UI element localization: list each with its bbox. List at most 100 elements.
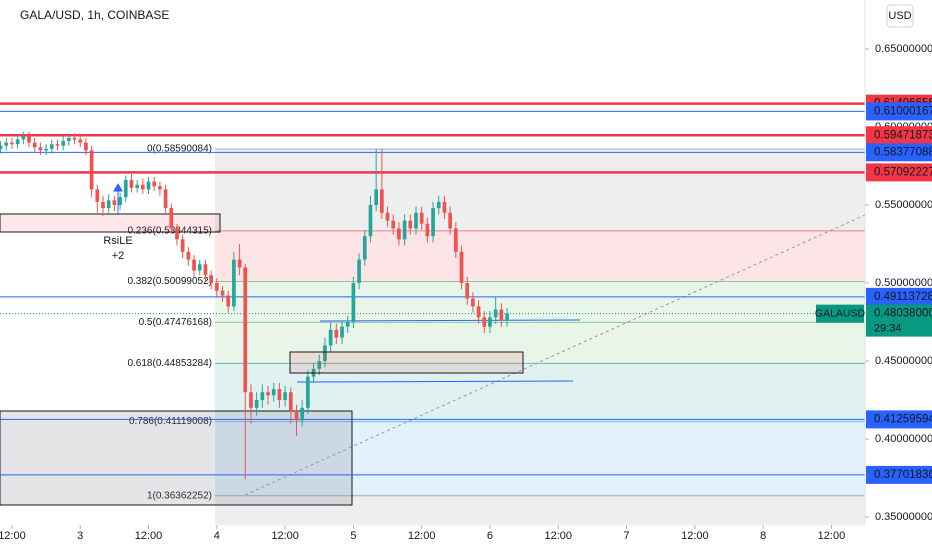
candle-body — [55, 144, 60, 146]
candle-body — [391, 220, 396, 229]
candle-body — [431, 208, 435, 237]
chart-title: GALA/USD, 1h, COINBASE — [20, 8, 169, 22]
name-tag — [816, 304, 864, 323]
level-label: 0.41259594 — [874, 413, 932, 425]
candle-body — [95, 189, 100, 202]
candle-body — [448, 212, 452, 229]
x-tick-label: 8 — [760, 530, 766, 542]
candle-body — [453, 228, 458, 252]
zone-box — [0, 213, 221, 233]
axis: 0.650000000.600000000.550000000.50000000… — [0, 43, 932, 542]
candle-body — [419, 212, 424, 224]
level-label: 0.49113728 — [874, 291, 932, 303]
level-label: 0.58377088 — [874, 146, 932, 158]
candle-body — [180, 239, 185, 252]
candle-body — [226, 295, 231, 307]
level-tag — [866, 143, 932, 162]
candle-body — [300, 407, 305, 421]
candle-body — [499, 309, 504, 321]
fib-label: 0.5(0.47476168) — [139, 317, 212, 328]
candle-body — [306, 376, 310, 408]
x-tick-label: 4 — [214, 530, 220, 542]
candle-body — [4, 142, 9, 146]
y-tick-label: 0.35000000 — [875, 511, 932, 523]
candle-body — [294, 410, 299, 421]
candle-body — [192, 259, 196, 271]
candle-body — [135, 184, 139, 188]
fib-label: 0.382(0.50099052) — [127, 276, 212, 287]
fib-label: 0.618(0.44853284) — [127, 358, 212, 369]
candle-body — [345, 322, 350, 327]
level-tag — [866, 102, 932, 121]
level-tag — [866, 126, 932, 145]
candle-body — [351, 283, 356, 323]
candle-body — [408, 220, 413, 229]
candle-body — [442, 201, 447, 213]
candle-body — [84, 142, 88, 151]
candle-body — [32, 142, 37, 148]
level-label: 0.61000167 — [874, 105, 932, 117]
candle-body — [140, 184, 145, 190]
fib-label: 0.236(0.53344315) — [127, 225, 212, 236]
last-price-tag — [866, 304, 932, 337]
candle-body — [323, 345, 327, 362]
candle-body — [106, 200, 111, 209]
x-tick-label: 5 — [350, 530, 356, 542]
candle-body — [277, 389, 282, 401]
candle-body — [72, 137, 77, 140]
candle-body — [380, 189, 384, 213]
candle-body — [385, 212, 390, 221]
candle-body — [368, 205, 373, 237]
candle-body — [129, 180, 134, 188]
y-tick-label: 0.65000000 — [875, 43, 932, 55]
y-tick-label: 0.50000000 — [875, 277, 932, 289]
fib-label: 0(0.58590084) — [147, 144, 212, 155]
trend-line — [244, 214, 866, 496]
fib-band — [215, 230, 865, 282]
y-tick-label: 0.40000000 — [875, 433, 932, 445]
candle-body — [152, 181, 157, 187]
level-tag — [866, 287, 932, 306]
candle-body — [465, 283, 470, 299]
level-label: 0.57092227 — [874, 166, 932, 178]
candle-body — [112, 200, 117, 206]
candle-body — [203, 264, 208, 276]
candle-body — [197, 264, 202, 271]
signal-count: +2 — [112, 250, 125, 262]
candle-body — [49, 144, 54, 149]
candle-body — [0, 145, 3, 149]
signal-arrow — [113, 182, 123, 215]
candle-body — [317, 361, 322, 369]
currency-label: USD — [888, 10, 911, 22]
x-tick-label: 12:00 — [408, 530, 436, 542]
candle-body — [397, 228, 401, 240]
y-tick-label: 0.55000000 — [875, 199, 932, 211]
name-label: GALAUSD — [815, 307, 866, 319]
candle-body — [27, 136, 31, 143]
fib-label: 1(0.36362252) — [147, 490, 212, 501]
ray-line — [296, 380, 574, 383]
candle-body — [471, 298, 475, 307]
currency-button[interactable] — [886, 4, 914, 28]
signal-label: RsiLE — [103, 235, 132, 247]
x-tick-label: 6 — [487, 530, 493, 542]
level-label: 0.37701836 — [874, 469, 932, 481]
ray-line — [319, 319, 581, 322]
candle-body — [334, 329, 339, 338]
candle-body — [89, 150, 94, 190]
candle-body — [220, 290, 225, 296]
candle-body — [362, 236, 367, 260]
x-tick-label: 12:00 — [681, 530, 709, 542]
candle-body — [249, 392, 253, 408]
levels — [0, 102, 865, 476]
candle-body — [232, 259, 236, 307]
candle-body — [436, 201, 441, 209]
last-price-label: 0.48038000 — [874, 308, 932, 320]
candle-body — [15, 139, 20, 145]
x-tick-label: 12:00 — [545, 530, 573, 542]
level-tag — [866, 410, 932, 429]
fib-band — [215, 421, 865, 496]
x-tick-label: 7 — [623, 530, 629, 542]
zone-box — [289, 351, 524, 374]
candle-body — [488, 317, 492, 327]
